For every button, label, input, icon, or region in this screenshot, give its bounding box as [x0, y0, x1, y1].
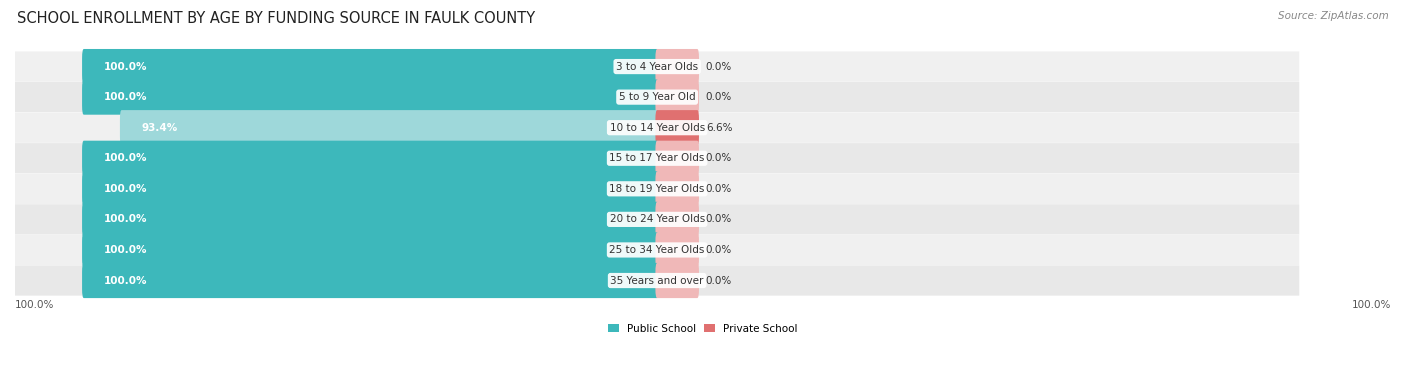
Text: 0.0%: 0.0%: [706, 92, 733, 102]
Text: 100.0%: 100.0%: [104, 153, 148, 163]
Text: 100.0%: 100.0%: [104, 61, 148, 72]
FancyBboxPatch shape: [655, 110, 699, 145]
Text: 0.0%: 0.0%: [706, 215, 733, 224]
FancyBboxPatch shape: [120, 110, 659, 145]
Text: 93.4%: 93.4%: [142, 123, 179, 133]
Text: Source: ZipAtlas.com: Source: ZipAtlas.com: [1278, 11, 1389, 21]
FancyBboxPatch shape: [15, 204, 1299, 234]
Text: 0.0%: 0.0%: [706, 184, 733, 194]
Text: 100.0%: 100.0%: [104, 215, 148, 224]
FancyBboxPatch shape: [15, 113, 1299, 143]
Text: 100.0%: 100.0%: [15, 300, 55, 310]
FancyBboxPatch shape: [15, 51, 1299, 82]
FancyBboxPatch shape: [82, 171, 659, 206]
Text: 35 Years and over: 35 Years and over: [610, 276, 704, 285]
FancyBboxPatch shape: [15, 143, 1299, 173]
Text: SCHOOL ENROLLMENT BY AGE BY FUNDING SOURCE IN FAULK COUNTY: SCHOOL ENROLLMENT BY AGE BY FUNDING SOUR…: [17, 11, 536, 26]
FancyBboxPatch shape: [655, 263, 699, 298]
FancyBboxPatch shape: [655, 49, 699, 84]
Text: 0.0%: 0.0%: [706, 153, 733, 163]
FancyBboxPatch shape: [655, 202, 699, 237]
Text: 15 to 17 Year Olds: 15 to 17 Year Olds: [609, 153, 704, 163]
Legend: Public School, Private School: Public School, Private School: [605, 319, 801, 338]
FancyBboxPatch shape: [655, 232, 699, 268]
Text: 18 to 19 Year Olds: 18 to 19 Year Olds: [609, 184, 704, 194]
Text: 5 to 9 Year Old: 5 to 9 Year Old: [619, 92, 696, 102]
Text: 100.0%: 100.0%: [1351, 300, 1391, 310]
Text: 100.0%: 100.0%: [104, 92, 148, 102]
Text: 0.0%: 0.0%: [706, 245, 733, 255]
FancyBboxPatch shape: [15, 235, 1299, 265]
FancyBboxPatch shape: [655, 141, 699, 176]
FancyBboxPatch shape: [82, 80, 659, 115]
FancyBboxPatch shape: [82, 49, 659, 84]
FancyBboxPatch shape: [15, 174, 1299, 204]
Text: 100.0%: 100.0%: [104, 184, 148, 194]
Text: 0.0%: 0.0%: [706, 61, 733, 72]
FancyBboxPatch shape: [655, 171, 699, 206]
Text: 25 to 34 Year Olds: 25 to 34 Year Olds: [609, 245, 704, 255]
Text: 10 to 14 Year Olds: 10 to 14 Year Olds: [610, 123, 704, 133]
Text: 3 to 4 Year Olds: 3 to 4 Year Olds: [616, 61, 699, 72]
FancyBboxPatch shape: [82, 141, 659, 176]
FancyBboxPatch shape: [82, 232, 659, 268]
FancyBboxPatch shape: [15, 82, 1299, 112]
Text: 20 to 24 Year Olds: 20 to 24 Year Olds: [610, 215, 704, 224]
Text: 100.0%: 100.0%: [104, 245, 148, 255]
FancyBboxPatch shape: [15, 265, 1299, 296]
FancyBboxPatch shape: [655, 80, 699, 115]
Text: 6.6%: 6.6%: [706, 123, 733, 133]
FancyBboxPatch shape: [82, 202, 659, 237]
Text: 0.0%: 0.0%: [706, 276, 733, 285]
Text: 100.0%: 100.0%: [104, 276, 148, 285]
FancyBboxPatch shape: [82, 263, 659, 298]
